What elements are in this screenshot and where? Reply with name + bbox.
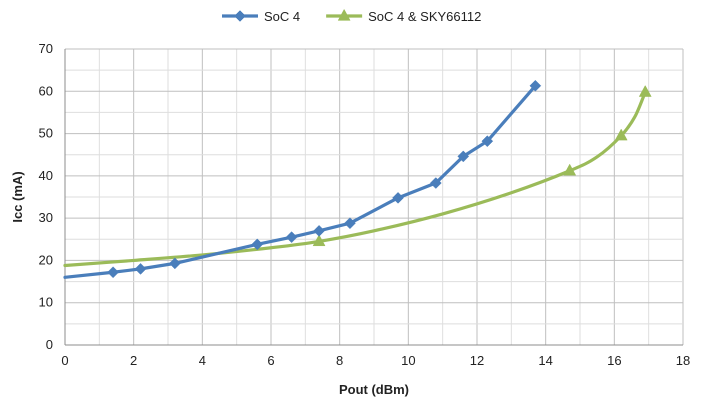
x-tick-label: 0 — [61, 353, 68, 368]
y-tick-label: 0 — [46, 337, 53, 352]
y-tick-label: 40 — [39, 168, 53, 183]
x-tick-label: 6 — [267, 353, 274, 368]
x-tick-label: 12 — [470, 353, 484, 368]
data-point-marker — [429, 177, 442, 189]
legend-marker — [337, 8, 351, 21]
data-point-marker — [563, 163, 577, 176]
series-2 — [63, 85, 652, 268]
data-point-marker — [529, 79, 542, 92]
data-point-marker — [344, 217, 356, 230]
data-point-marker — [313, 224, 325, 237]
x-tick-label: 16 — [607, 353, 621, 368]
x-tick-label: 10 — [401, 353, 415, 368]
legend-label: SoC 4 — [264, 9, 300, 24]
data-point-marker — [312, 234, 326, 247]
axes — [64, 49, 683, 346]
y-tick-label: 30 — [39, 210, 53, 225]
data-point-marker — [481, 135, 494, 148]
legend-marker — [234, 10, 246, 22]
legend-label: SoC 4 & SKY66112 — [368, 9, 481, 24]
series-1 — [63, 79, 542, 279]
y-tick-label: 20 — [39, 252, 53, 267]
x-axis-title: Pout (dBm) — [339, 382, 409, 397]
legend-item: SoC 4 & SKY66112 — [326, 8, 481, 24]
y-axis-title: Icc (mA) — [10, 171, 25, 222]
data-point-marker — [169, 257, 181, 270]
data-point-marker — [614, 128, 628, 141]
data-point-marker — [107, 266, 119, 279]
grid — [64, 48, 684, 346]
x-tick-label: 4 — [199, 353, 206, 368]
data-point-marker — [392, 191, 404, 204]
y-tick-label: 50 — [39, 126, 53, 141]
y-tick-label: 10 — [39, 295, 53, 310]
legend: SoC 4 SoC 4 & SKY66112 — [222, 8, 481, 24]
tick-labels: 0 2 4 6 8 10 12 14 16 18 0 10 20 30 40 50 60 70 — [39, 41, 691, 368]
data-point-marker — [134, 263, 147, 275]
series-line — [63, 84, 537, 279]
data-point-marker — [638, 85, 652, 97]
data-point-marker — [457, 150, 470, 163]
x-tick-label: 18 — [676, 353, 690, 368]
series-layer — [63, 79, 652, 279]
x-tick-label: 8 — [336, 353, 343, 368]
y-tick-label: 60 — [39, 83, 53, 98]
data-point-marker — [251, 238, 264, 251]
legend-item: SoC 4 — [222, 9, 300, 24]
x-tick-label: 2 — [130, 353, 137, 368]
x-tick-label: 14 — [538, 353, 552, 368]
y-tick-label: 70 — [39, 41, 53, 56]
data-point-marker — [285, 231, 298, 244]
